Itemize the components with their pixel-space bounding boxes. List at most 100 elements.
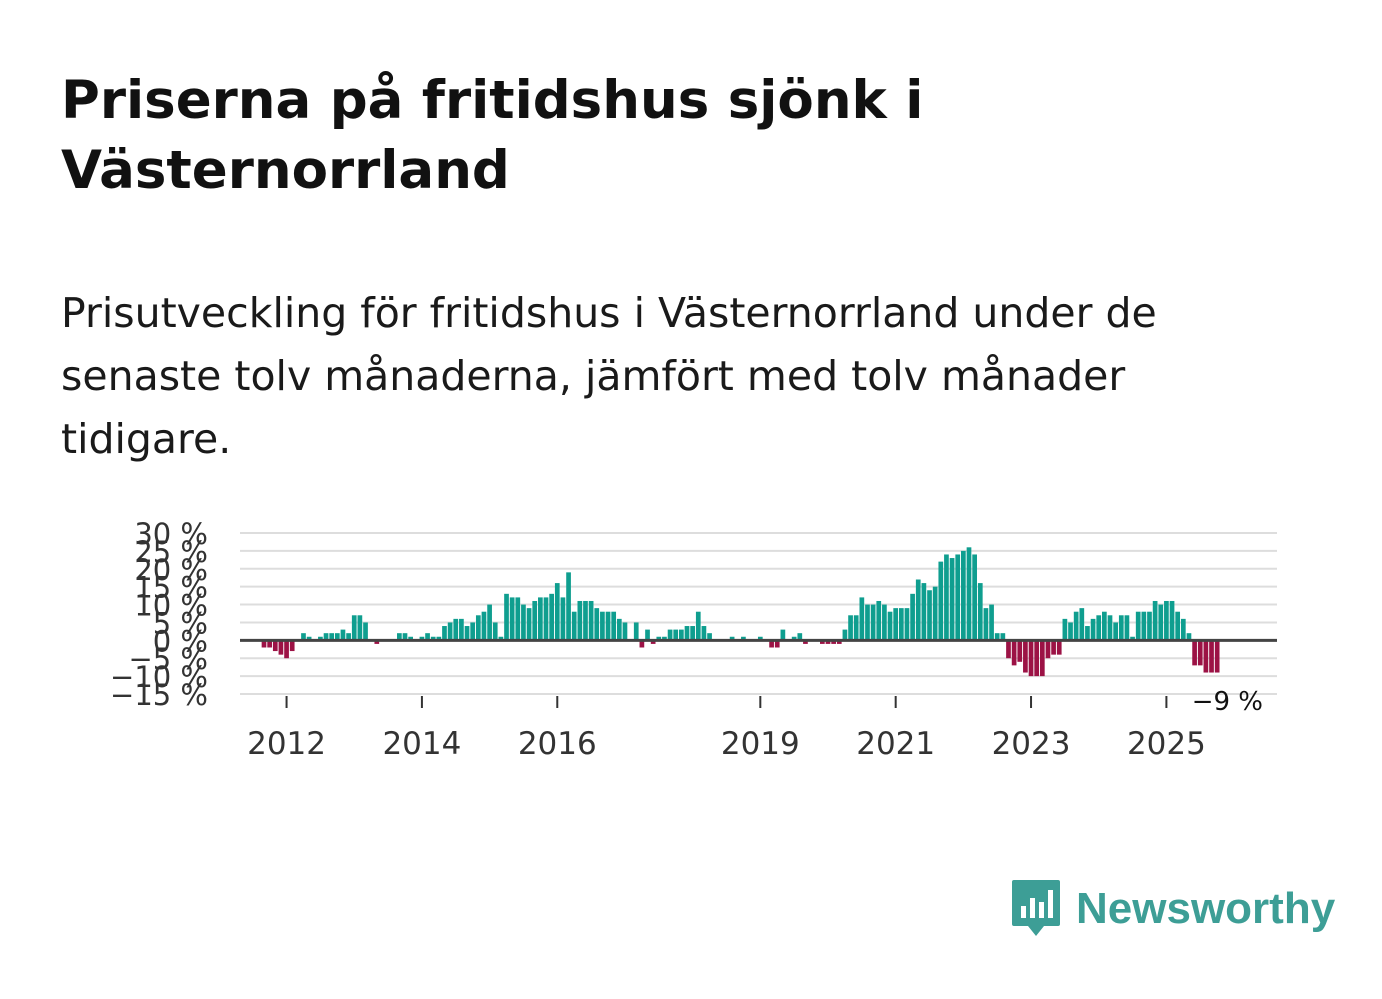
bar xyxy=(1197,640,1203,666)
bar xyxy=(707,633,712,641)
bar xyxy=(1124,615,1130,641)
bar xyxy=(543,597,549,641)
bar xyxy=(289,640,295,652)
end-value-label: −9 % xyxy=(1192,687,1263,717)
newsworthy-logo-icon xyxy=(1012,880,1060,936)
bar xyxy=(284,640,289,659)
gridlines xyxy=(240,532,1277,695)
bar xyxy=(323,633,329,641)
bar xyxy=(357,615,363,641)
bar xyxy=(1130,636,1135,641)
bar xyxy=(340,629,346,641)
bar xyxy=(1023,640,1028,673)
bar xyxy=(1000,633,1006,641)
bar xyxy=(622,622,628,641)
bar xyxy=(774,640,780,648)
bar xyxy=(571,611,577,641)
y-tick-label: 0 % xyxy=(153,624,208,658)
bar xyxy=(261,640,267,648)
bar xyxy=(1034,640,1040,677)
bar xyxy=(633,622,639,641)
bar xyxy=(374,640,380,644)
bar xyxy=(538,597,543,641)
bar xyxy=(882,604,887,641)
bar xyxy=(949,558,955,641)
bar xyxy=(1164,600,1169,641)
bar xyxy=(1017,640,1023,662)
bar xyxy=(679,629,684,641)
bar xyxy=(673,629,679,641)
bar xyxy=(898,608,904,641)
bar xyxy=(656,636,662,641)
bar xyxy=(1175,611,1181,641)
bar xyxy=(1158,604,1164,641)
bar xyxy=(408,636,413,641)
bar xyxy=(938,561,944,641)
bar xyxy=(272,640,278,652)
bar xyxy=(921,583,927,641)
bar xyxy=(1186,633,1192,641)
bar xyxy=(267,640,272,648)
bar xyxy=(820,640,825,644)
bar xyxy=(1135,611,1141,641)
bar xyxy=(521,604,526,641)
bar xyxy=(667,629,673,641)
bar xyxy=(961,550,966,641)
bar xyxy=(831,640,836,644)
bar xyxy=(470,622,476,641)
bar xyxy=(932,586,938,641)
bar xyxy=(865,604,870,641)
bar xyxy=(836,640,842,644)
bar xyxy=(977,583,983,641)
bar xyxy=(741,636,746,641)
bar xyxy=(1079,608,1085,641)
bar xyxy=(329,633,335,641)
y-tick-label: 25 % xyxy=(134,535,208,569)
newsworthy-logo: Newsworthy xyxy=(1010,878,1335,940)
x-axis: 2012 2014 2016 2019 2021 2023 2025 xyxy=(247,696,1206,762)
bar xyxy=(684,626,690,641)
bar xyxy=(475,615,481,641)
y-tick-label: −10 % xyxy=(110,660,208,694)
bar xyxy=(549,593,554,641)
x-tick-label: 2025 xyxy=(1127,726,1206,762)
bar xyxy=(419,636,425,641)
bar xyxy=(301,633,306,641)
bars xyxy=(261,547,1220,677)
bar xyxy=(1045,640,1051,659)
bar xyxy=(594,608,600,641)
y-tick-label: 30 % xyxy=(134,517,208,551)
chart-subtitle: Prisutveckling för fritidshus i Västerno… xyxy=(61,289,1157,463)
bar xyxy=(436,636,442,641)
bar xyxy=(588,600,594,641)
bar xyxy=(616,618,622,641)
bar xyxy=(1107,615,1113,641)
bar xyxy=(1096,615,1102,641)
bar xyxy=(363,622,368,641)
bar xyxy=(1085,626,1090,641)
bar xyxy=(870,604,876,641)
bar xyxy=(1102,611,1107,641)
bar xyxy=(915,579,921,641)
bar xyxy=(1028,640,1034,677)
bar xyxy=(560,597,566,641)
x-tick-label: 2014 xyxy=(382,726,461,762)
bar xyxy=(318,636,323,641)
bar xyxy=(425,633,430,641)
bar xyxy=(1051,640,1056,655)
bar xyxy=(1068,622,1073,641)
y-tick-label: 5 % xyxy=(153,606,208,640)
y-tick-label: 20 % xyxy=(134,553,208,587)
bar xyxy=(729,636,735,641)
brand-name: Newsworthy xyxy=(1076,884,1336,933)
chart-title: Priserna på fritidshus sjönk i Västernor… xyxy=(61,70,924,201)
bar xyxy=(1011,640,1017,666)
bar xyxy=(769,640,774,648)
bar xyxy=(989,604,994,641)
bar xyxy=(791,636,797,641)
bar xyxy=(848,615,853,641)
bar xyxy=(966,547,972,641)
bar xyxy=(1073,611,1079,641)
bar xyxy=(650,640,656,644)
y-tick-label: −5 % xyxy=(128,642,208,676)
